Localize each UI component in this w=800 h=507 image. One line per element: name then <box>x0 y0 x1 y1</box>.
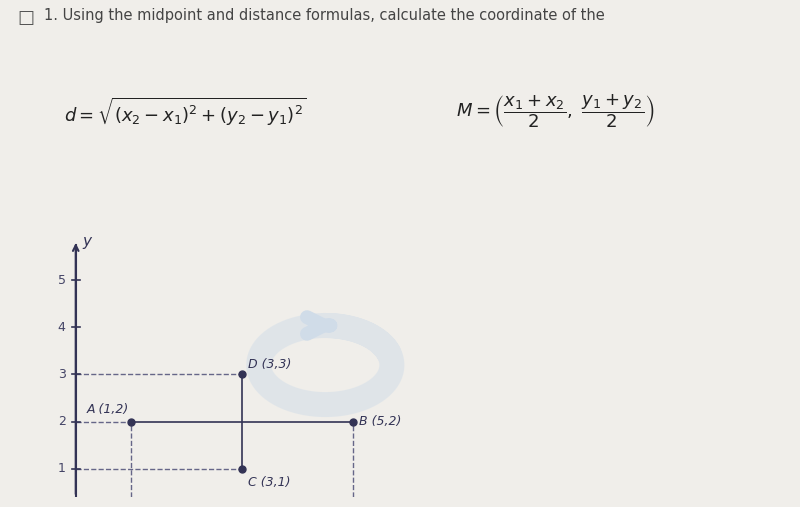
Text: 4: 4 <box>58 321 66 334</box>
Text: 1. Using the midpoint and distance formulas, calculate the coordinate of the: 1. Using the midpoint and distance formu… <box>44 8 605 23</box>
Text: 2: 2 <box>58 415 66 428</box>
Text: $d = \sqrt{(x_2 - x_1)^2 + (y_2 - y_1)^2}$: $d = \sqrt{(x_2 - x_1)^2 + (y_2 - y_1)^2… <box>64 95 307 128</box>
Text: □: □ <box>18 9 34 27</box>
Text: C (3,1): C (3,1) <box>248 476 290 489</box>
Text: A (1,2): A (1,2) <box>86 403 129 416</box>
Text: 5: 5 <box>58 274 66 287</box>
Text: D (3,3): D (3,3) <box>248 358 291 371</box>
Text: y: y <box>82 234 91 249</box>
Text: 1: 1 <box>58 462 66 475</box>
Text: B (5,2): B (5,2) <box>358 415 401 428</box>
Text: $M = \left(\dfrac{x_1 + x_2}{2},\ \dfrac{y_1 + y_2}{2}\right)$: $M = \left(\dfrac{x_1 + x_2}{2},\ \dfrac… <box>456 93 654 130</box>
Text: 3: 3 <box>58 368 66 381</box>
